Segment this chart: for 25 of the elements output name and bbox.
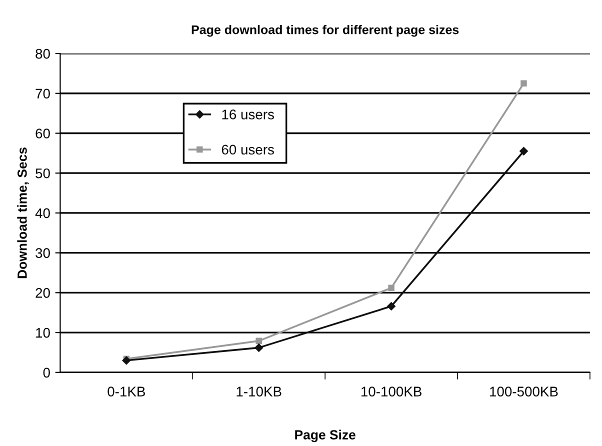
y-tick-label: 30 [36,248,50,258]
x-tick-label: 10-100KB [361,386,422,396]
y-tick-label: 80 [36,48,50,59]
point [520,80,527,87]
y-axis-title: Download time, Secs [17,148,29,278]
y-tick-label: 70 [36,88,50,99]
x-tick-label: 1-10KB [236,386,282,396]
y-tick-label: 20 [36,288,50,298]
point [520,147,528,156]
x-tick-label: 100-500KB [490,386,558,396]
x-axis-title: Page Size [295,430,356,442]
chart-title: Page download times for different page sizes [192,25,459,37]
y-tick-label: 40 [35,208,50,218]
point [387,302,396,310]
y-tick-label: 10 [36,328,50,338]
x-tick-label: 0-1KB [108,386,145,396]
point [122,356,131,365]
legend-label: 16 users [222,110,274,120]
legend-label: 60 users [222,144,274,155]
y-tick-label: 60 [36,128,50,138]
point [256,338,262,344]
point [388,284,394,292]
y-tick-label: 50 [36,168,50,178]
point [254,344,263,352]
y-tick-label: 0 [43,368,50,378]
